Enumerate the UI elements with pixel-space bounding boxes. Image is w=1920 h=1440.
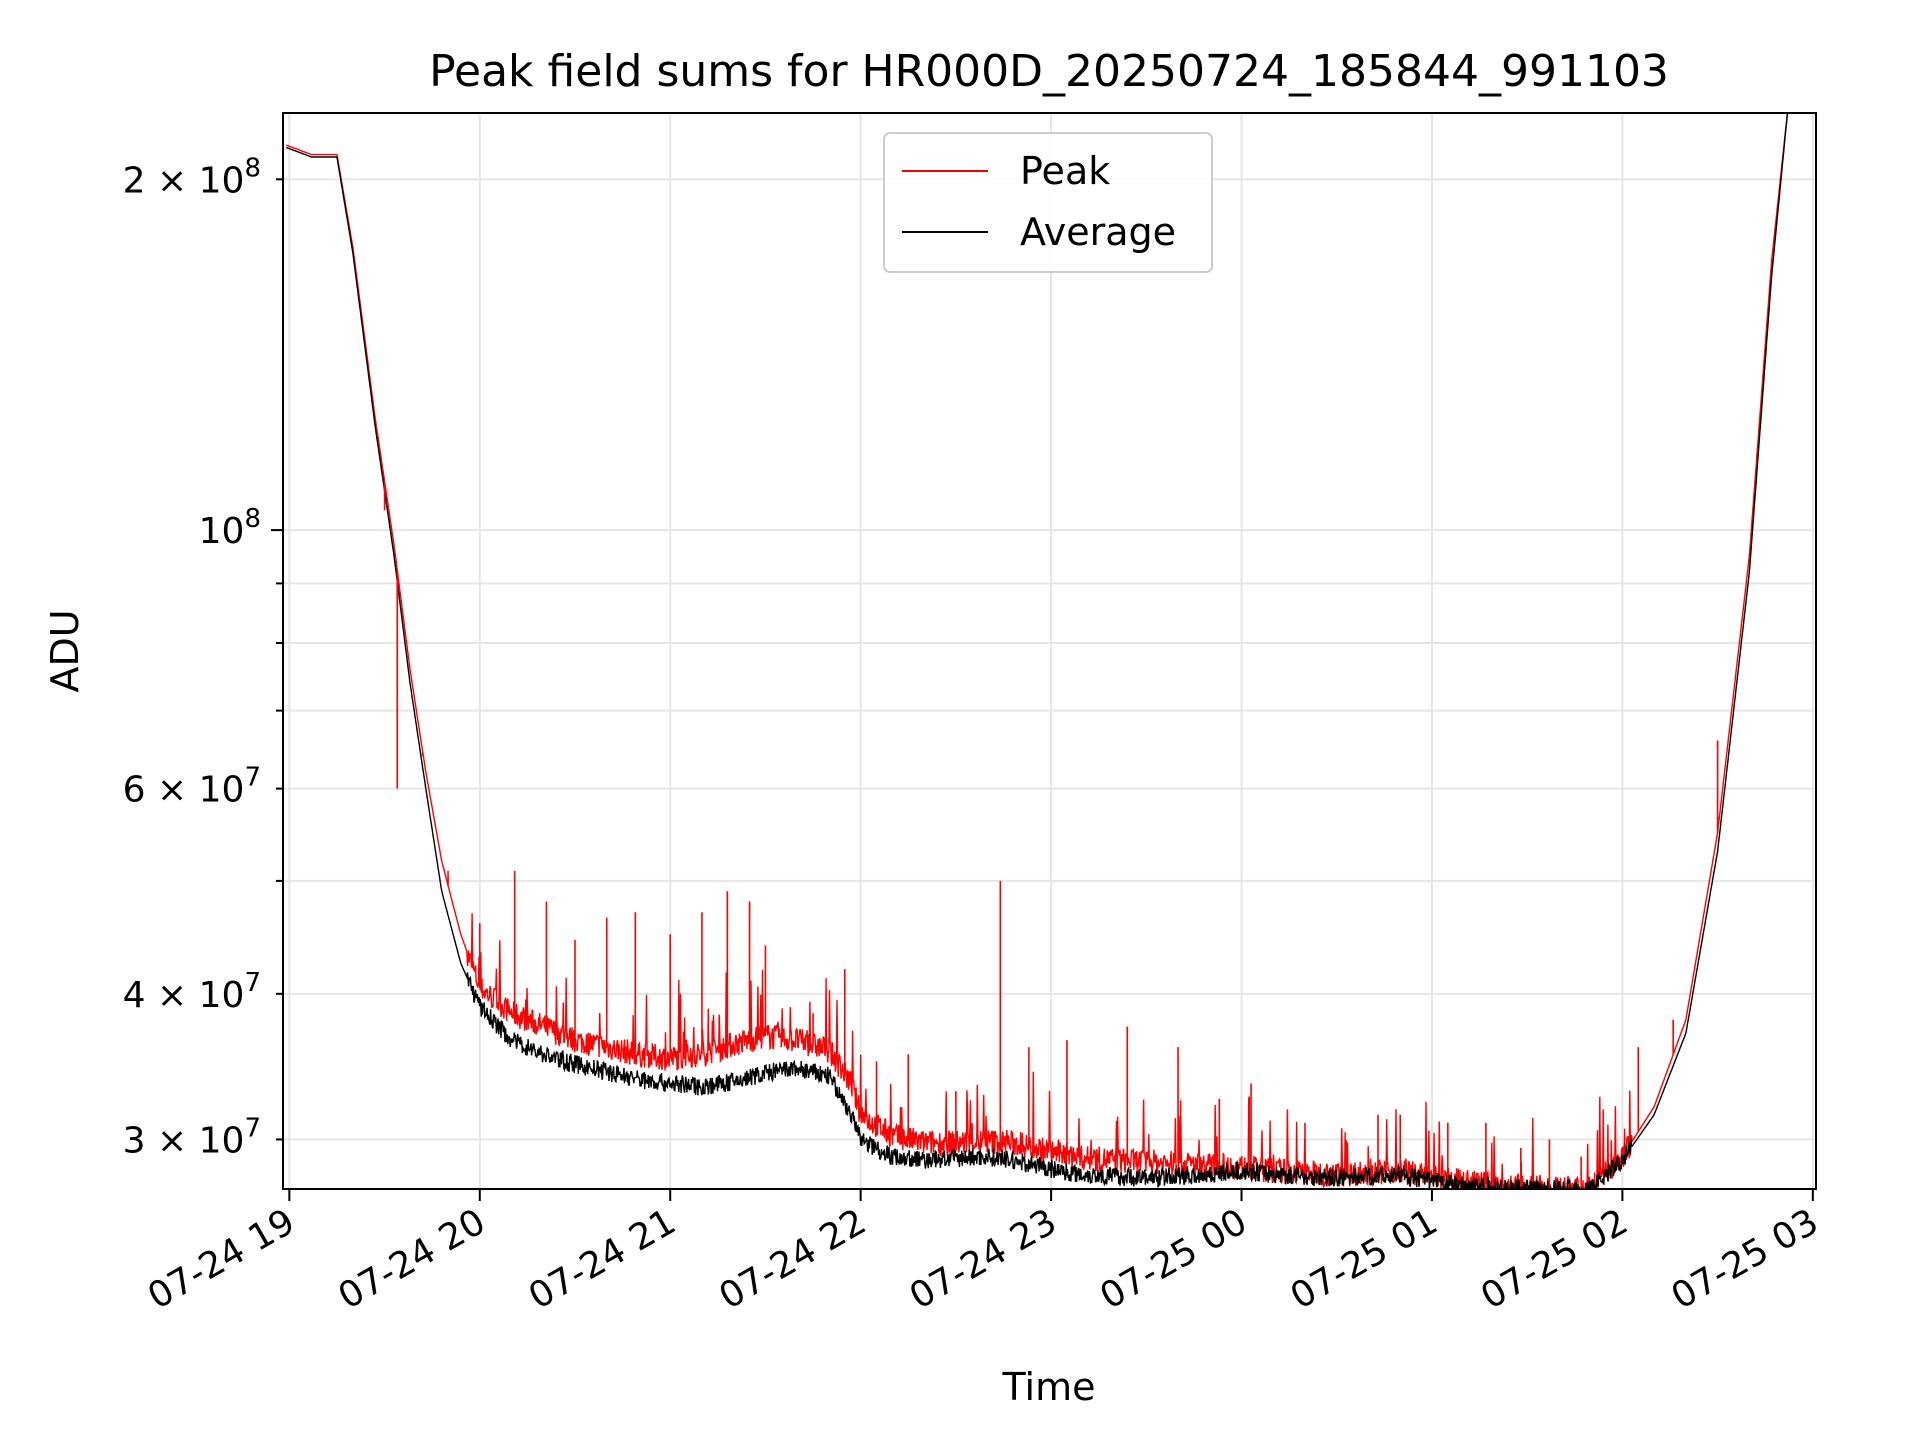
- y-axis: 108 3 × 107 4 × 107 6 × 107 2 × 108: [123, 153, 283, 1161]
- legend-label-peak: Peak: [1020, 149, 1110, 193]
- y-tick-label: 4 × 107: [123, 968, 261, 1016]
- series-line-average: [285, 113, 1789, 1189]
- y-axis-label: ADU: [43, 609, 87, 692]
- plot-frame: [282, 112, 1817, 1190]
- x-axis-label: Time: [1002, 1365, 1096, 1409]
- legend-box: [883, 132, 1213, 273]
- series-lines: [285, 113, 1789, 1189]
- y-tick-label: 6 × 107: [123, 763, 261, 811]
- y-tick-label: 108: [199, 504, 261, 552]
- y-tick-label: 3 × 107: [123, 1113, 261, 1161]
- chart-title: Peak field sums for HR000D_20250724_1858…: [429, 46, 1669, 97]
- legend: Peak Average: [883, 132, 1213, 273]
- y-tick-label: 2 × 108: [123, 153, 261, 201]
- legend-label-average: Average: [1020, 210, 1176, 254]
